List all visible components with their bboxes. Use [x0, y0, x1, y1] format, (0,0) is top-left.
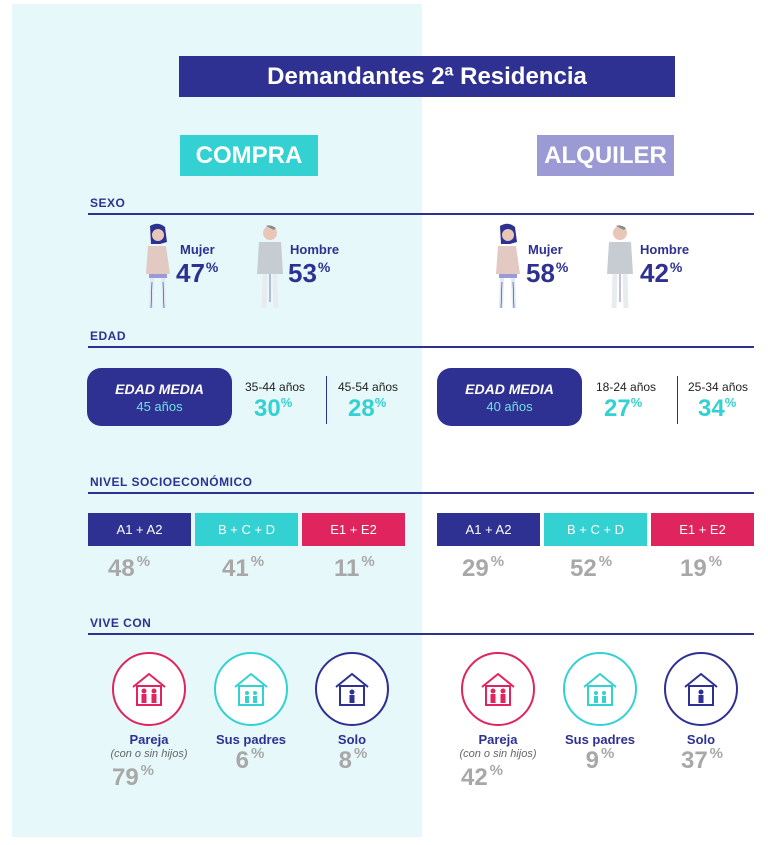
vive-pareja-sub: (con o sin hijos) [110, 748, 188, 760]
age-group-value: 34% [698, 395, 737, 422]
vive-pareja-sub: (con o sin hijos) [459, 748, 537, 760]
nse-b-box: B + C + D [195, 513, 298, 546]
couple-house-icon [461, 652, 535, 726]
woman-icon [146, 223, 170, 309]
vive-pareja-label: Pareja [129, 732, 169, 747]
mujer-value: 58% [526, 258, 569, 288]
age-group-value: 27% [604, 395, 643, 422]
alquiler-tag: ALQUILER [537, 135, 674, 176]
nse-b-value: 41% [222, 553, 265, 582]
vive-padres-value: 6% [235, 745, 265, 774]
age-divider [326, 376, 327, 424]
edad-media-value: 40 años [486, 398, 533, 414]
hombre-value: 42% [640, 258, 683, 288]
man-icon [607, 225, 633, 309]
edad-media-box: EDAD MEDIA 45 años [87, 368, 232, 426]
vive-padres-label: Sus padres [564, 732, 636, 747]
compra-tag: COMPRA [180, 135, 318, 176]
couple-house-icon [112, 652, 186, 726]
vive-pareja-value: 79% [111, 762, 155, 791]
section-label-edad: EDAD [90, 329, 127, 343]
mujer-label: Mujer [528, 242, 563, 257]
section-divider-vive [88, 633, 754, 635]
parents-house-icon [214, 652, 288, 726]
nse-e-value: 11% [334, 553, 375, 582]
woman-icon [496, 223, 520, 309]
vive-solo-label: Solo [337, 732, 367, 747]
age-group-label: 25-34 años [688, 380, 749, 394]
parents-house-icon [563, 652, 637, 726]
edad-media-label: EDAD MEDIA [465, 380, 554, 397]
page-title: Demandantes 2ª Residencia [179, 56, 675, 97]
edad-media-label: EDAD MEDIA [115, 380, 204, 397]
mujer-value: 47% [176, 258, 219, 288]
section-label-nivel: NIVEL SOCIOECONÓMICO [90, 475, 253, 489]
vive-solo-label: Solo [686, 732, 716, 747]
nse-a-value: 29% [462, 553, 505, 582]
alone-house-icon [315, 652, 389, 726]
age-group-value: 28% [348, 395, 387, 422]
man-icon [257, 225, 283, 309]
vive-pareja-label: Pareja [478, 732, 518, 747]
nse-a-box: A1 + A2 [88, 513, 191, 546]
hombre-label: Hombre [640, 242, 690, 257]
age-group-label: 18-24 años [596, 380, 657, 394]
vive-padres-label: Sus padres [215, 732, 287, 747]
age-group-label: 45-54 años [338, 380, 399, 394]
nse-b-value: 52% [570, 553, 613, 582]
nse-b-box: B + C + D [544, 513, 647, 546]
section-divider-sexo [88, 213, 754, 215]
nse-e-box: E1 + E2 [302, 513, 405, 546]
section-divider-nivel [88, 492, 754, 494]
edad-media-box: EDAD MEDIA 40 años [437, 368, 582, 426]
nse-a-value: 48% [108, 553, 151, 582]
age-group-label: 35-44 años [245, 380, 306, 394]
vive-solo-value: 37% [680, 745, 724, 774]
edad-media-value: 45 años [136, 398, 183, 414]
vive-pareja-value: 42% [460, 762, 504, 791]
nse-e-box: E1 + E2 [651, 513, 754, 546]
hombre-label: Hombre [290, 242, 340, 257]
section-divider-edad [88, 346, 754, 348]
alone-house-icon [664, 652, 738, 726]
age-group-value: 30% [254, 395, 293, 422]
section-label-sexo: SEXO [90, 196, 126, 210]
vive-solo-value: 8% [338, 745, 368, 774]
vive-padres-value: 9% [585, 745, 615, 774]
hombre-value: 53% [288, 258, 331, 288]
age-divider [677, 376, 678, 424]
nse-e-value: 19% [680, 553, 723, 582]
nse-a-box: A1 + A2 [437, 513, 540, 546]
section-label-vive: VIVE CON [90, 616, 152, 630]
mujer-label: Mujer [180, 242, 215, 257]
